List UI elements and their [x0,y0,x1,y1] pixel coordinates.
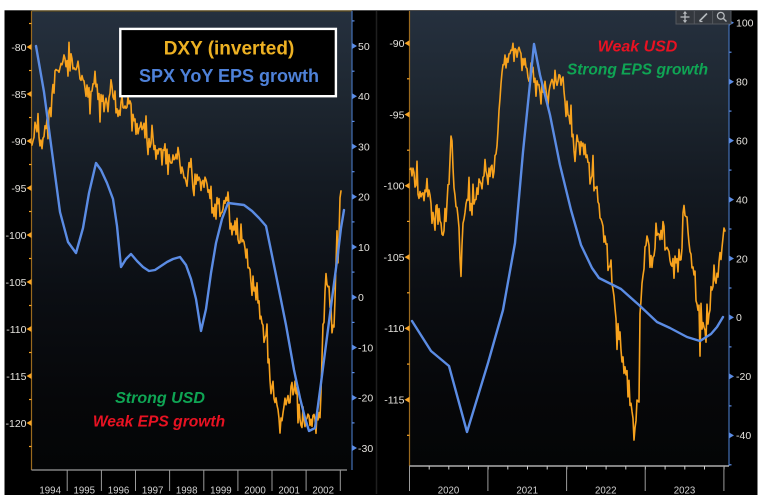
svg-text:0: 0 [358,292,364,304]
svg-text:-115: -115 [384,395,404,407]
svg-text:2002: 2002 [312,485,334,496]
svg-text:-90: -90 [389,38,404,50]
svg-text:-90: -90 [11,136,26,148]
svg-text:-20: -20 [736,371,751,383]
svg-text:1998: 1998 [176,485,198,496]
svg-text:Weak EPS growth: Weak EPS growth [93,414,225,431]
svg-text:40: 40 [358,91,370,103]
svg-text:1997: 1997 [142,485,164,496]
svg-text:60: 60 [736,135,748,147]
svg-text:-105: -105 [5,277,26,289]
svg-text:1995: 1995 [74,485,96,496]
svg-text:Strong EPS growth: Strong EPS growth [567,62,708,79]
svg-text:-105: -105 [383,252,404,264]
svg-text:-85: -85 [11,89,26,101]
svg-text:2022: 2022 [595,485,617,496]
svg-text:-40: -40 [736,430,751,442]
svg-text:-100: -100 [5,230,26,242]
svg-text:20: 20 [358,192,370,204]
svg-text:0: 0 [736,312,742,324]
svg-text:-110: -110 [6,324,26,336]
svg-text:-115: -115 [6,371,26,383]
svg-text:2021: 2021 [516,485,538,496]
svg-text:30: 30 [358,141,370,153]
svg-text:-100: -100 [383,181,404,193]
svg-text:2001: 2001 [278,485,300,496]
svg-text:2023: 2023 [674,485,696,496]
svg-text:100: 100 [736,18,754,30]
svg-text:1994: 1994 [39,485,61,496]
svg-text:2020: 2020 [438,485,460,496]
svg-text:-95: -95 [389,109,404,121]
svg-text:Strong USD: Strong USD [115,390,205,407]
svg-text:DXY (inverted): DXY (inverted) [164,39,295,60]
svg-text:10: 10 [358,242,370,254]
svg-text:-10: -10 [358,342,373,354]
svg-text:-95: -95 [11,183,26,195]
svg-text:1999: 1999 [210,485,232,496]
svg-text:40: 40 [736,194,748,206]
svg-text:-80: -80 [11,42,26,54]
svg-text:-30: -30 [358,443,373,455]
svg-text:SPX YoY EPS growth: SPX YoY EPS growth [139,66,319,86]
svg-text:-110: -110 [384,323,404,335]
svg-text:-20: -20 [358,393,373,405]
svg-text:20: 20 [736,253,748,265]
svg-text:80: 80 [736,77,748,89]
svg-text:2000: 2000 [244,485,266,496]
svg-text:1996: 1996 [108,485,130,496]
svg-text:Weak USD: Weak USD [598,38,678,55]
svg-text:-120: -120 [5,418,26,430]
svg-text:50: 50 [358,41,370,53]
